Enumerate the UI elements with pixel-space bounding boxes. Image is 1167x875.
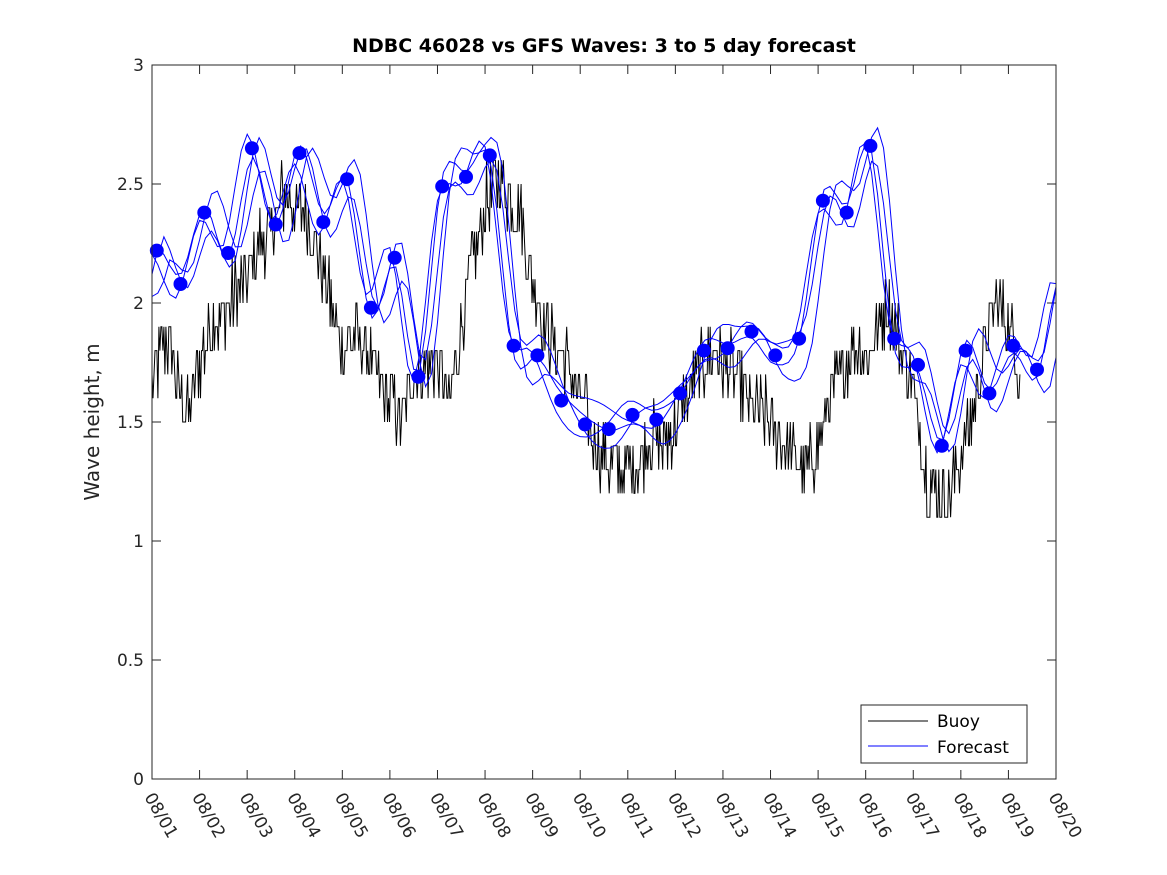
axis-ticks	[151, 64, 1057, 780]
forecast-marker	[530, 348, 545, 363]
forecast-marker	[887, 331, 902, 346]
forecast-marker	[435, 179, 450, 194]
forecast-marker	[578, 417, 592, 432]
forecast-marker	[244, 141, 259, 156]
forecast-marker	[292, 146, 307, 161]
forecast-marker	[554, 393, 569, 408]
legend-box	[860, 704, 1028, 764]
forecast-marker	[839, 205, 854, 220]
forecast-marker	[863, 138, 878, 153]
forecast-marker	[316, 215, 331, 230]
forecast-marker	[1030, 362, 1044, 377]
forecast-line	[151, 126, 1057, 453]
buoy-series	[151, 159, 1021, 518]
forecast-marker	[934, 438, 949, 453]
legend: Buoy Forecast	[860, 704, 1028, 764]
forecast-marker	[173, 277, 188, 291]
y-tick-label: 0	[133, 770, 144, 790]
buoy-line	[151, 159, 1021, 518]
y-tick-label: 2.5	[117, 175, 144, 195]
forecast-marker	[506, 338, 521, 353]
forecast-marker	[815, 193, 830, 208]
forecast-marker	[363, 300, 378, 315]
forecast-marker	[911, 357, 925, 372]
forecast-marker	[387, 250, 402, 265]
forecast-marker	[958, 343, 973, 358]
forecast-marker	[720, 341, 735, 356]
forecast-marker	[649, 412, 664, 427]
y-axis-label: Wave height, m	[80, 343, 104, 500]
legend-label-forecast: Forecast	[937, 738, 1009, 758]
chart-title: NDBC 46028 vs GFS Waves: 3 to 5 day fore…	[352, 35, 856, 57]
forecast-marker	[982, 386, 997, 401]
forecast-marker	[221, 246, 236, 260]
forecast-marker	[768, 348, 783, 363]
forecast-marker	[340, 172, 355, 187]
forecast-marker	[625, 407, 640, 422]
forecast-marker	[1006, 338, 1021, 353]
forecast-marker	[482, 148, 497, 163]
forecast-markers	[149, 138, 1044, 453]
forecast-marker	[197, 205, 212, 220]
y-tick-label: 0.5	[117, 651, 144, 671]
y-tick-label: 2	[133, 294, 144, 314]
y-tick-label: 1.5	[117, 413, 144, 433]
forecast-marker	[601, 422, 616, 437]
forecast-marker	[411, 369, 426, 384]
y-tick-label: 1	[133, 532, 144, 552]
forecast-marker	[459, 169, 473, 184]
forecast-marker	[792, 331, 807, 346]
forecast-marker	[696, 343, 711, 358]
axes-box	[151, 64, 1057, 780]
forecast-marker	[149, 243, 164, 258]
forecast-marker	[268, 217, 283, 232]
forecast-marker	[744, 324, 759, 339]
forecast-marker	[673, 386, 688, 401]
legend-label-buoy: Buoy	[937, 712, 980, 732]
y-tick-label: 3	[133, 56, 144, 76]
